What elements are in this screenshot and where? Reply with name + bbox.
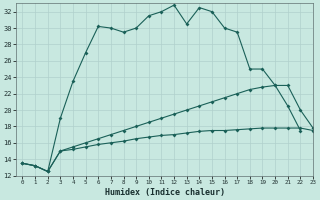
X-axis label: Humidex (Indice chaleur): Humidex (Indice chaleur) (105, 188, 225, 197)
